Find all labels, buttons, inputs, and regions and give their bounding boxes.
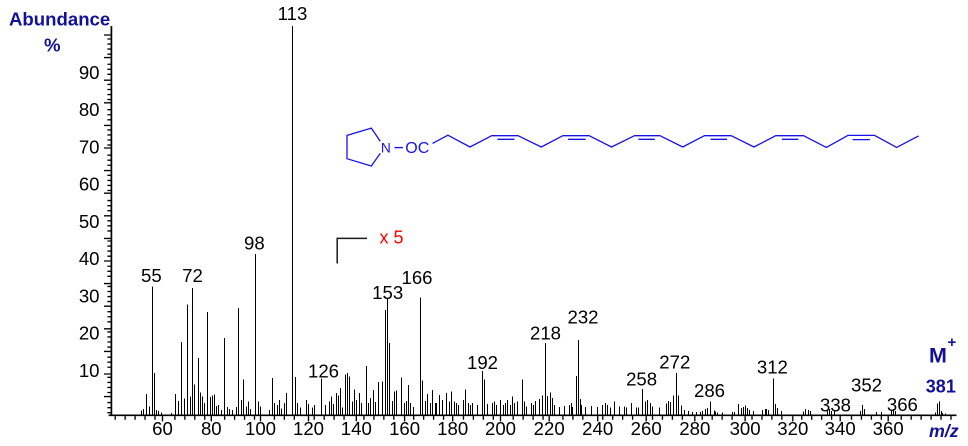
svg-text:M: M [929,343,947,367]
svg-text:360: 360 [873,418,904,439]
svg-text:OC: OC [405,140,429,157]
svg-text:80: 80 [79,99,100,120]
svg-text:160: 160 [389,418,420,439]
svg-text:72: 72 [182,265,203,286]
svg-text:113: 113 [278,3,308,24]
svg-text:381: 381 [926,376,956,396]
svg-text:272: 272 [659,352,690,373]
svg-text:%: % [44,34,61,55]
svg-text:126: 126 [308,361,339,382]
svg-text:+: + [948,334,957,351]
svg-text:m/z: m/z [929,421,959,441]
svg-text:280: 280 [679,418,710,439]
svg-text:260: 260 [631,418,662,439]
svg-text:N: N [381,140,391,155]
svg-text:30: 30 [79,285,100,306]
svg-text:218: 218 [530,323,561,344]
svg-text:98: 98 [244,232,265,253]
svg-text:286: 286 [694,380,725,401]
svg-text:100: 100 [245,418,276,439]
svg-text:70: 70 [79,136,100,157]
svg-text:Abundance: Abundance [9,9,110,30]
svg-text:320: 320 [777,418,808,439]
svg-text:200: 200 [485,418,516,439]
svg-text:40: 40 [79,248,100,269]
svg-text:166: 166 [401,267,432,288]
svg-text:50: 50 [79,211,100,232]
svg-text:232: 232 [567,306,598,327]
svg-text:140: 140 [341,418,372,439]
svg-text:338: 338 [820,394,851,415]
svg-text:90: 90 [79,62,100,83]
svg-text:366: 366 [887,394,918,415]
svg-text:240: 240 [582,418,613,439]
svg-text:340: 340 [825,418,856,439]
svg-text:120: 120 [293,418,324,439]
svg-text:153: 153 [372,282,403,303]
svg-text:312: 312 [757,357,788,378]
svg-text:60: 60 [79,174,100,195]
svg-text:352: 352 [851,375,882,396]
svg-text:220: 220 [534,418,565,439]
svg-text:60: 60 [152,418,173,439]
svg-text:55: 55 [141,265,162,286]
svg-text:192: 192 [467,352,498,373]
svg-text:300: 300 [730,418,761,439]
svg-text:10: 10 [79,360,100,381]
svg-text:x 5: x 5 [379,228,403,248]
svg-text:180: 180 [437,418,468,439]
svg-text:258: 258 [626,369,657,390]
svg-text:80: 80 [201,418,222,439]
svg-text:20: 20 [79,323,100,344]
